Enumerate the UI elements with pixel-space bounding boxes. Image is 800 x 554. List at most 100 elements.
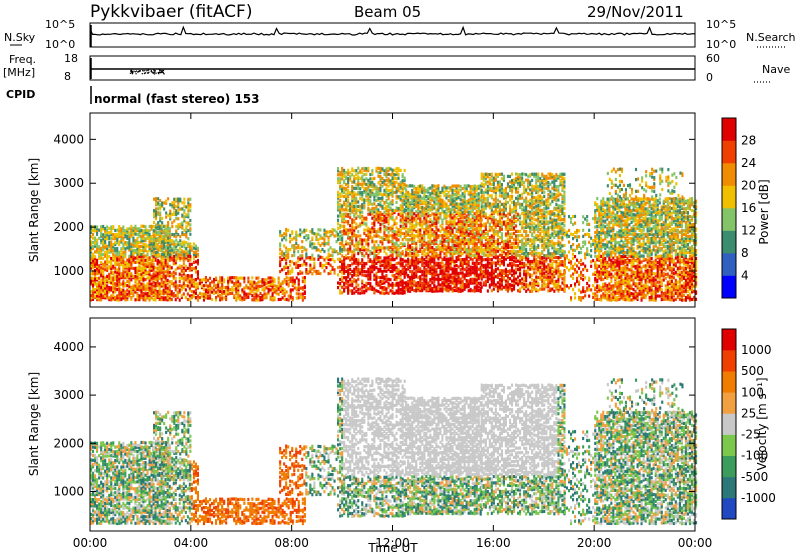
power-cell	[108, 264, 111, 269]
power-cell	[171, 205, 174, 209]
power-cell	[323, 228, 326, 232]
power-cell	[399, 208, 402, 212]
power-cell	[196, 284, 199, 288]
power-cell	[415, 253, 418, 257]
power-cell	[158, 288, 161, 292]
power-cell	[433, 261, 436, 265]
power-cell	[114, 270, 117, 274]
power-cell	[157, 224, 160, 229]
power-cell	[305, 228, 308, 232]
power-cell	[291, 270, 294, 274]
power-cell	[379, 168, 382, 172]
power-cell	[295, 265, 298, 269]
power-cell	[189, 218, 192, 223]
power-cell	[369, 268, 372, 272]
power-cell	[355, 226, 358, 230]
power-cell	[229, 280, 232, 284]
power-cell	[399, 269, 402, 274]
power-cell	[148, 229, 151, 233]
power-cell	[417, 228, 420, 232]
power-cell	[383, 169, 386, 173]
power-cell	[192, 279, 195, 284]
power-cell	[421, 210, 424, 214]
power-cell	[196, 258, 199, 263]
power-cell	[175, 199, 178, 203]
power-cell	[305, 270, 308, 274]
power-cell	[455, 216, 458, 220]
power-cell	[235, 298, 238, 302]
power-cell	[405, 281, 408, 285]
power-cell	[413, 218, 416, 222]
power-cell	[130, 262, 133, 267]
power-cell	[180, 264, 183, 269]
power-cell	[237, 296, 240, 300]
power-cell	[120, 258, 123, 262]
power-cell	[161, 201, 164, 205]
power-cell	[317, 271, 320, 275]
power-cell	[371, 264, 374, 268]
power-cell	[391, 283, 394, 287]
power-cell	[357, 230, 360, 234]
power-cell	[377, 166, 380, 170]
power-cell	[207, 278, 210, 282]
date-title: 29/Nov/2011	[587, 3, 684, 21]
power-cell	[92, 244, 95, 249]
power-cell	[106, 254, 109, 258]
power-cell	[369, 277, 372, 281]
power-cell	[168, 288, 171, 292]
power-cell	[239, 294, 242, 298]
power-cell	[215, 290, 218, 294]
power-cell	[156, 250, 159, 254]
power-cell	[158, 260, 161, 264]
power-cell	[102, 262, 105, 266]
power-cell	[154, 254, 157, 258]
power-cell	[399, 258, 402, 262]
power-cell	[423, 192, 426, 197]
power-cell	[347, 291, 350, 295]
power-cell	[172, 292, 175, 296]
power-cell	[401, 244, 404, 248]
power-cell	[124, 241, 127, 245]
power-cell	[375, 204, 378, 209]
power-cell	[391, 291, 394, 295]
power-cell	[389, 261, 392, 265]
power-cell	[373, 222, 376, 226]
power-cell	[417, 202, 420, 206]
power-cell	[427, 194, 430, 198]
power-cell	[118, 228, 121, 232]
power-cell	[100, 268, 103, 272]
power-cell	[407, 265, 410, 269]
power-cell	[192, 250, 195, 254]
freq-dot	[135, 70, 138, 72]
power-cell	[283, 297, 286, 301]
power-cell	[395, 248, 398, 252]
power-cell	[144, 228, 147, 232]
power-cell	[415, 262, 418, 266]
power-cell	[134, 224, 137, 228]
power-cell	[383, 224, 386, 228]
power-cell	[377, 187, 380, 191]
freq-label-line2: [MHz]	[3, 66, 35, 79]
power-cell	[411, 275, 414, 279]
power-cell	[311, 267, 314, 271]
power-cell	[403, 232, 406, 236]
power-cell	[387, 268, 390, 272]
power-cell	[329, 253, 332, 257]
power-cell	[341, 212, 344, 216]
power-cell	[361, 192, 364, 196]
power-cell	[136, 287, 139, 292]
power-cell	[357, 262, 360, 266]
power-cell	[355, 176, 358, 181]
power-cell	[202, 294, 205, 298]
power-cell	[403, 183, 406, 187]
power-cell	[345, 281, 348, 285]
power-cell	[401, 182, 404, 186]
power-cell	[297, 244, 300, 248]
power-cell	[347, 191, 350, 195]
power-cell	[177, 201, 180, 205]
power-cell	[395, 278, 398, 282]
power-cell	[409, 252, 412, 256]
power-cell	[157, 248, 160, 252]
power-cell	[225, 297, 228, 302]
power-cell	[361, 204, 364, 208]
